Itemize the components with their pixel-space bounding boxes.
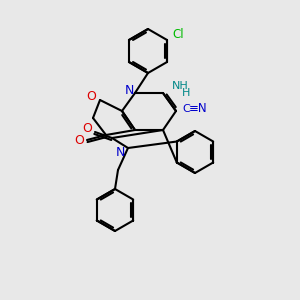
Text: N: N: [124, 85, 134, 98]
Text: H: H: [182, 88, 190, 98]
Text: O: O: [74, 134, 84, 148]
Text: C: C: [182, 104, 190, 114]
Text: ≡N: ≡N: [189, 103, 207, 116]
Text: Cl: Cl: [172, 28, 184, 41]
Text: O: O: [82, 122, 92, 134]
Text: N: N: [115, 146, 125, 158]
Text: O: O: [86, 91, 96, 103]
Text: NH: NH: [172, 81, 188, 91]
